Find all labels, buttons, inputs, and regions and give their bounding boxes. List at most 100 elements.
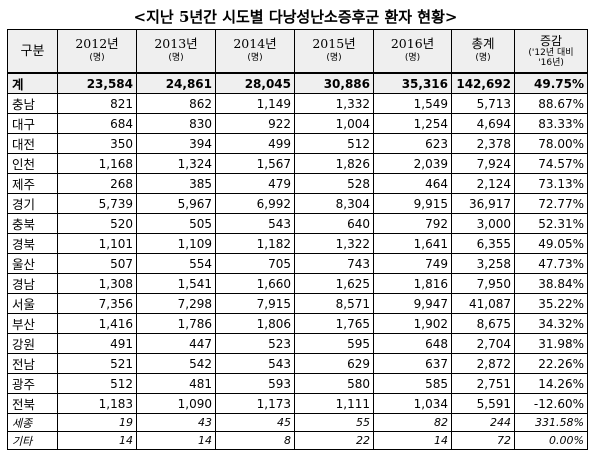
value-cell: 5,967 bbox=[136, 193, 216, 214]
value-cell: 595 bbox=[294, 333, 374, 354]
value-cell: 1,111 bbox=[294, 393, 374, 414]
rate-cell: 49.75% bbox=[514, 72, 588, 94]
value-cell: 447 bbox=[136, 333, 216, 354]
total-cell: 4,694 bbox=[451, 113, 515, 134]
value-cell: 792 bbox=[373, 213, 452, 234]
table-row: 충북 520 505 543 640 792 3,000 52.31% bbox=[7, 213, 588, 234]
value-cell: 648 bbox=[373, 333, 452, 354]
value-cell: 528 bbox=[294, 173, 374, 194]
rate-cell: 31.98% bbox=[514, 333, 588, 354]
table-row: 서울 7,356 7,298 7,915 8,571 9,947 41,087 35.22% bbox=[7, 293, 588, 314]
table-row: 제주 268 385 479 528 464 2,124 73.13% bbox=[7, 173, 588, 194]
value-cell: 9,915 bbox=[373, 193, 452, 214]
header-unit: (명) bbox=[168, 53, 184, 63]
value-cell: 1,625 bbox=[294, 273, 374, 294]
value-cell: 505 bbox=[136, 213, 216, 234]
value-cell: 8,571 bbox=[294, 293, 374, 314]
rate-cell: 35.22% bbox=[514, 293, 588, 314]
value-cell: 14 bbox=[373, 431, 452, 450]
value-cell: 585 bbox=[373, 373, 452, 394]
header-row: 구분 2012년 (명) 2013년 (명) 2014년 (명) 2015년 (… bbox=[7, 29, 588, 74]
value-cell: 481 bbox=[136, 373, 216, 394]
value-cell: 1,149 bbox=[215, 93, 295, 114]
value-cell: 14 bbox=[57, 431, 137, 450]
header-total: 총계 (명) bbox=[451, 29, 515, 74]
value-cell: 499 bbox=[215, 133, 295, 154]
value-cell: 1,168 bbox=[57, 153, 137, 174]
value-cell: 14 bbox=[136, 431, 216, 450]
value-cell: 1,034 bbox=[373, 393, 452, 414]
value-cell: 6,992 bbox=[215, 193, 295, 214]
table-row: 기타 14 14 8 22 14 72 0.00% bbox=[7, 431, 588, 450]
total-cell: 5,713 bbox=[451, 93, 515, 114]
value-cell: 542 bbox=[136, 353, 216, 374]
rate-cell: -12.60% bbox=[514, 393, 588, 414]
value-cell: 1,332 bbox=[294, 93, 374, 114]
region-cell: 인천 bbox=[7, 153, 58, 174]
value-cell: 1,567 bbox=[215, 153, 295, 174]
rate-cell: 34.32% bbox=[514, 313, 588, 334]
rate-cell: 47.73% bbox=[514, 253, 588, 274]
total-cell: 8,675 bbox=[451, 313, 515, 334]
value-cell: 623 bbox=[373, 133, 452, 154]
value-cell: 521 bbox=[57, 353, 137, 374]
rate-cell: 38.84% bbox=[514, 273, 588, 294]
value-cell: 507 bbox=[57, 253, 137, 274]
value-cell: 1,549 bbox=[373, 93, 452, 114]
rate-cell: 49.05% bbox=[514, 233, 588, 254]
region-cell: 광주 bbox=[7, 373, 58, 394]
value-cell: 5,739 bbox=[57, 193, 137, 214]
total-cell: 41,087 bbox=[451, 293, 515, 314]
region-cell: 세종 bbox=[7, 413, 58, 432]
table-row: 경기 5,739 5,967 6,992 8,304 9,915 36,917 72.77% bbox=[7, 193, 588, 214]
table-row: 울산 507 554 705 743 749 3,258 47.73% bbox=[7, 253, 588, 274]
region-cell: 울산 bbox=[7, 253, 58, 274]
table-row: 전남 521 542 543 629 637 2,872 22.26% bbox=[7, 353, 588, 374]
value-cell: 7,298 bbox=[136, 293, 216, 314]
value-cell: 394 bbox=[136, 133, 216, 154]
header-rate-sub2: '16년) bbox=[538, 57, 564, 68]
value-cell: 8 bbox=[215, 431, 295, 450]
value-cell: 30,886 bbox=[294, 72, 374, 94]
total-cell: 2,751 bbox=[451, 373, 515, 394]
table-row: 충남 821 862 1,149 1,332 1,549 5,713 88.67% bbox=[7, 93, 588, 114]
value-cell: 749 bbox=[373, 253, 452, 274]
header-year-label: 2016년 bbox=[390, 36, 435, 51]
value-cell: 821 bbox=[57, 93, 137, 114]
value-cell: 43 bbox=[136, 413, 216, 432]
table-row: 인천 1,168 1,324 1,567 1,826 2,039 7,924 74.57% bbox=[7, 153, 588, 174]
total-cell: 142,692 bbox=[451, 72, 515, 94]
header-year-label: 2013년 bbox=[154, 36, 198, 51]
value-cell: 640 bbox=[294, 213, 374, 234]
value-cell: 1,004 bbox=[294, 113, 374, 134]
value-cell: 1,765 bbox=[294, 313, 374, 334]
table-row: 대전 350 394 499 512 623 2,378 78.00% bbox=[7, 133, 588, 154]
total-cell: 6,355 bbox=[451, 233, 515, 254]
value-cell: 922 bbox=[215, 113, 295, 134]
value-cell: 35,316 bbox=[373, 72, 452, 94]
header-year-2016: 2016년 (명) bbox=[373, 29, 452, 74]
value-cell: 593 bbox=[215, 373, 295, 394]
header-year-2015: 2015년 (명) bbox=[294, 29, 374, 74]
value-cell: 8,304 bbox=[294, 193, 374, 214]
region-cell: 대구 bbox=[7, 113, 58, 134]
header-year-2013: 2013년 (명) bbox=[136, 29, 216, 74]
value-cell: 580 bbox=[294, 373, 374, 394]
value-cell: 1,324 bbox=[136, 153, 216, 174]
value-cell: 512 bbox=[294, 133, 374, 154]
value-cell: 1,308 bbox=[57, 273, 137, 294]
value-cell: 705 bbox=[215, 253, 295, 274]
region-cell: 제주 bbox=[7, 173, 58, 194]
header-unit: (명) bbox=[475, 53, 491, 63]
header-total-label: 총계 bbox=[471, 36, 495, 51]
total-cell: 72 bbox=[451, 431, 515, 450]
rate-cell: 0.00% bbox=[514, 431, 588, 450]
region-cell: 충북 bbox=[7, 213, 58, 234]
region-cell: 전남 bbox=[7, 353, 58, 374]
value-cell: 7,356 bbox=[57, 293, 137, 314]
value-cell: 268 bbox=[57, 173, 137, 194]
value-cell: 554 bbox=[136, 253, 216, 274]
rate-cell: 52.31% bbox=[514, 213, 588, 234]
total-cell: 244 bbox=[451, 413, 515, 432]
value-cell: 491 bbox=[57, 333, 137, 354]
